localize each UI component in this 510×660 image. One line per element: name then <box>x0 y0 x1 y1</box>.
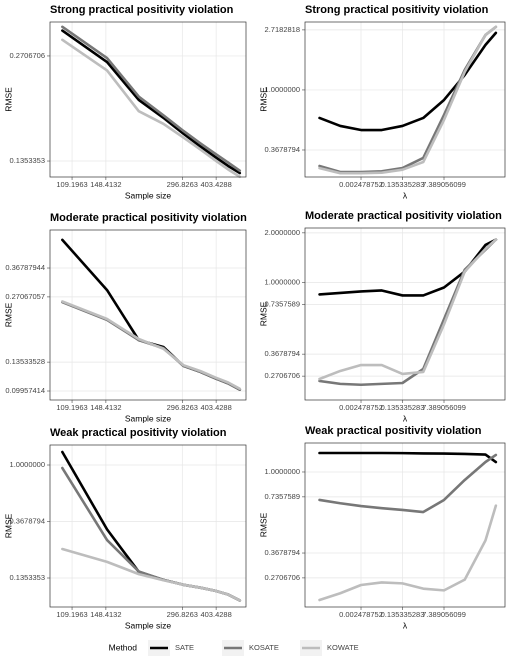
chart-title: Strong practical positivity violation <box>50 4 234 16</box>
plot-background <box>305 22 505 177</box>
y-tick-label: 0.13533528 <box>5 357 45 366</box>
y-tick-label: 0.1353353 <box>10 573 45 582</box>
plot-border <box>304 227 506 401</box>
y-tick-label: 0.3678794 <box>265 548 300 557</box>
y-axis-label: RMSE <box>3 513 13 538</box>
y-tick-label: 0.7357589 <box>265 492 300 501</box>
x-axis-label: Sample size <box>125 413 172 423</box>
y-tick-label: 0.1353353 <box>10 156 45 165</box>
y-axis-label: RMSE <box>258 512 268 537</box>
series-line <box>318 453 498 514</box>
series-line <box>61 300 242 391</box>
y-tick-label: 1.0000000 <box>265 467 300 476</box>
y-tick-label: 0.27067057 <box>5 292 45 301</box>
x-tick-label: 0.135335283 <box>381 403 425 412</box>
x-tick-label: 296.8263 <box>167 180 198 189</box>
plot-border <box>49 444 247 608</box>
series-line <box>318 25 498 175</box>
legend-label: KOWATE <box>327 643 359 652</box>
y-tick-label: 0.3678794 <box>10 516 45 525</box>
x-axis-label: λ <box>403 190 408 200</box>
y-axis-label: RMSE <box>3 302 13 327</box>
series-line <box>61 38 242 179</box>
x-tick-label: 0.002478752 <box>339 403 383 412</box>
x-tick-label: 148.4132 <box>90 403 121 412</box>
plot-background <box>50 445 246 607</box>
x-axis-label: Sample size <box>125 190 172 200</box>
plot-border <box>49 21 247 178</box>
chart-title: Weak practical positivity violation <box>50 427 227 439</box>
x-tick-label: 0.002478752 <box>339 180 383 189</box>
x-tick-label: 7.389056099 <box>422 610 466 619</box>
y-axis-label: RMSE <box>3 87 13 112</box>
y-tick-label: 2.7182818 <box>265 25 300 34</box>
series-line <box>61 547 242 602</box>
legend-label: KOSATE <box>249 643 279 652</box>
x-tick-label: 0.135335283 <box>381 610 425 619</box>
chart-title: Moderate practical positivity violation <box>50 212 247 224</box>
y-tick-label: 1.0000000 <box>10 460 45 469</box>
x-axis-label: Sample size <box>125 620 172 630</box>
series-line <box>318 504 498 602</box>
series-line <box>318 451 498 464</box>
x-tick-label: 0.002478752 <box>339 610 383 619</box>
plot-border <box>304 21 506 178</box>
y-tick-label: 1.0000000 <box>265 85 300 94</box>
y-tick-label: 0.3678794 <box>265 145 300 154</box>
x-tick-label: 403.4288 <box>200 180 231 189</box>
y-tick-label: 2.0000000 <box>265 228 300 237</box>
plot-background <box>50 230 246 400</box>
plot-border <box>49 229 247 401</box>
x-tick-label: 148.4132 <box>90 610 121 619</box>
chart-title: Strong practical positivity violation <box>305 4 489 16</box>
chart-title: Moderate practical positivity violation <box>305 210 502 222</box>
legend-title: Method <box>109 642 138 652</box>
y-tick-label: 0.2706706 <box>10 51 45 60</box>
plot-background <box>305 443 505 607</box>
series-line <box>61 29 242 175</box>
chart-title: Weak practical positivity violation <box>305 425 482 437</box>
x-tick-label: 109.1963 <box>56 403 87 412</box>
x-tick-label: 109.1963 <box>56 610 87 619</box>
x-tick-label: 403.4288 <box>200 403 231 412</box>
y-tick-label: 0.2706706 <box>265 573 300 582</box>
y-axis-label: RMSE <box>258 87 268 112</box>
series-line <box>318 31 498 132</box>
x-tick-label: 7.389056099 <box>422 403 466 412</box>
series-line <box>61 25 242 172</box>
x-tick-label: 296.8263 <box>167 403 198 412</box>
x-tick-label: 109.1963 <box>56 180 87 189</box>
y-tick-label: 0.09957414 <box>5 386 45 395</box>
x-axis-label: λ <box>403 620 408 630</box>
x-tick-label: 148.4132 <box>90 180 121 189</box>
legend-label: SATE <box>175 643 194 652</box>
x-tick-label: 0.135335283 <box>381 180 425 189</box>
plot-border <box>304 442 506 608</box>
x-tick-label: 7.389056099 <box>422 180 466 189</box>
y-tick-label: 0.7357589 <box>265 299 300 308</box>
x-tick-label: 403.4288 <box>200 610 231 619</box>
y-tick-label: 1.0000000 <box>265 277 300 286</box>
y-tick-label: 0.2706706 <box>265 371 300 380</box>
x-axis-label: λ <box>403 413 408 423</box>
series-line <box>318 238 498 381</box>
x-tick-label: 296.8263 <box>167 610 198 619</box>
y-tick-label: 0.36787944 <box>5 263 45 272</box>
y-axis-label: RMSE <box>258 301 268 326</box>
y-tick-label: 0.3678794 <box>265 349 300 358</box>
